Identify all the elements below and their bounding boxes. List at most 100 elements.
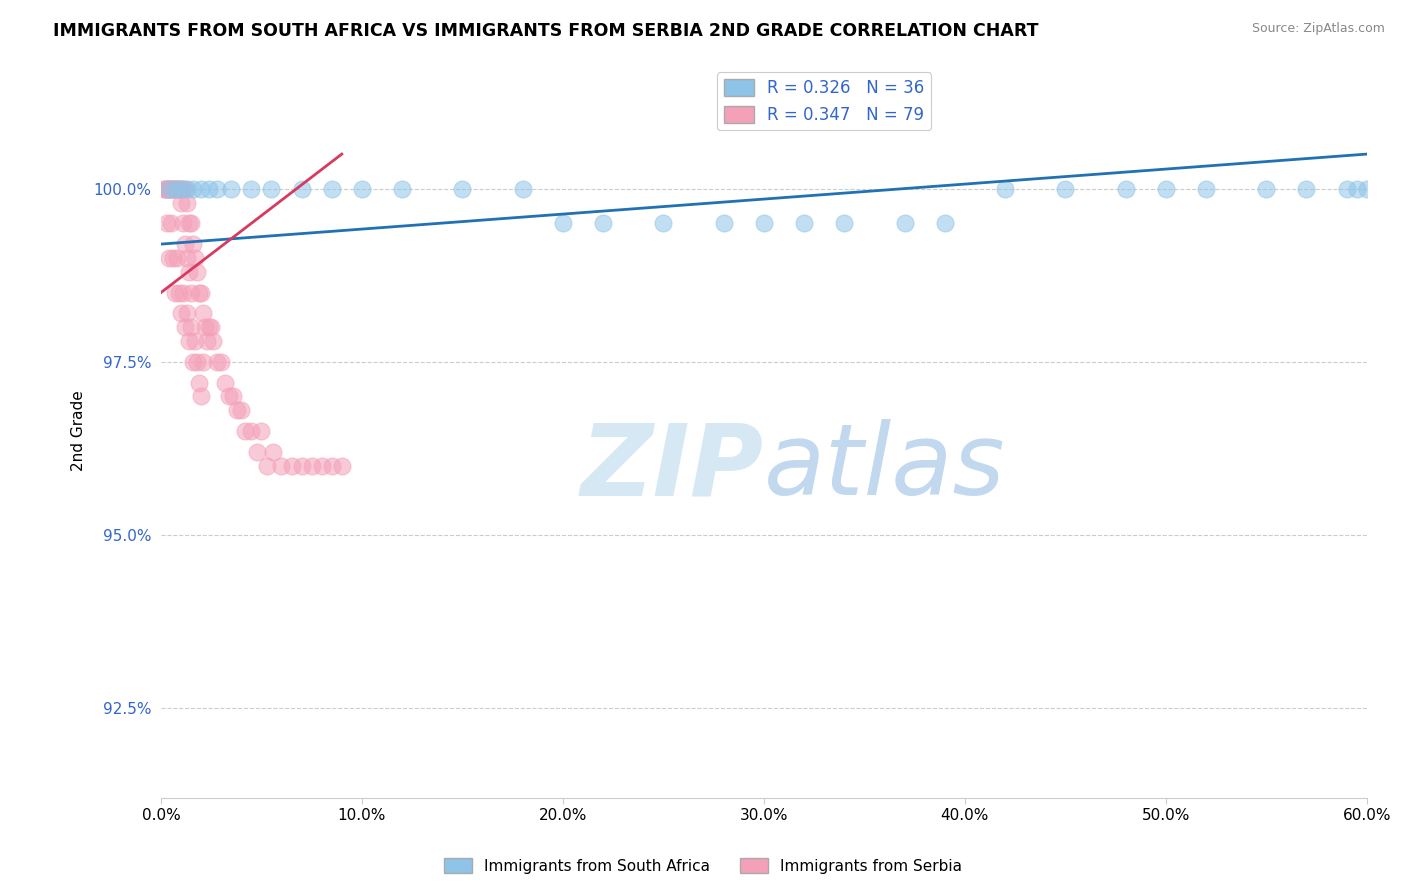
Point (832, 216, 855, 230)
Point (169, 182, 191, 196)
Point (291, 182, 314, 196)
Point (1256, 182, 1278, 196)
Point (176, 195, 198, 210)
Point (793, 216, 815, 230)
Point (280, 458, 302, 473)
Point (156, 216, 179, 230)
Point (157, 251, 180, 265)
Point (195, 334, 218, 348)
Point (180, 216, 202, 230)
Point (157, 182, 180, 196)
Point (246, 445, 269, 459)
Point (190, 389, 212, 403)
Point (167, 182, 190, 196)
Point (157, 182, 180, 196)
Point (172, 182, 194, 196)
Point (451, 182, 474, 196)
Point (226, 403, 249, 417)
Point (191, 355, 214, 369)
Point (209, 355, 232, 369)
Point (163, 182, 186, 196)
Point (551, 216, 574, 230)
Point (205, 355, 228, 369)
Point (198, 320, 221, 334)
Point (222, 389, 245, 403)
Point (330, 458, 353, 473)
Point (163, 182, 186, 196)
Point (188, 285, 211, 300)
Point (1154, 182, 1177, 196)
Point (219, 182, 242, 196)
Point (181, 182, 204, 196)
Point (174, 320, 197, 334)
Point (176, 182, 198, 196)
Point (301, 458, 323, 473)
Point (218, 389, 240, 403)
Point (160, 216, 183, 230)
Point (186, 265, 208, 279)
Point (160, 182, 183, 196)
Point (172, 285, 194, 300)
Point (190, 182, 212, 196)
Point (194, 320, 217, 334)
Point (256, 458, 278, 473)
Point (166, 251, 188, 265)
Point (167, 182, 190, 196)
Point (592, 216, 614, 230)
Point (240, 424, 263, 438)
Point (170, 306, 193, 320)
Point (174, 182, 197, 196)
Point (177, 216, 200, 230)
Point (1195, 182, 1218, 196)
Point (190, 285, 212, 300)
Point (214, 376, 236, 390)
Point (713, 216, 735, 230)
Point (186, 355, 208, 369)
Point (159, 182, 181, 196)
Point (170, 195, 193, 210)
Point (262, 445, 284, 459)
Point (200, 320, 222, 334)
Text: IMMIGRANTS FROM SOUTH AFRICA VS IMMIGRANTS FROM SERBIA 2ND GRADE CORRELATION CHA: IMMIGRANTS FROM SOUTH AFRICA VS IMMIGRAN… (53, 22, 1039, 40)
Point (512, 182, 534, 196)
Point (166, 182, 188, 196)
Point (231, 403, 253, 417)
Text: atlas: atlas (763, 419, 1005, 516)
Point (153, 182, 176, 196)
Point (176, 306, 198, 320)
Point (181, 355, 204, 369)
Point (188, 376, 211, 390)
Point (163, 182, 186, 196)
Point (172, 216, 194, 230)
Point (176, 251, 198, 265)
Point (934, 216, 956, 230)
Point (1336, 182, 1358, 196)
Point (162, 251, 184, 265)
Point (202, 334, 225, 348)
Point (205, 182, 228, 196)
Point (893, 216, 915, 230)
Y-axis label: 2nd Grade: 2nd Grade (72, 391, 86, 472)
Point (170, 182, 193, 196)
Point (652, 216, 675, 230)
Point (165, 182, 187, 196)
Point (391, 182, 413, 196)
Point (156, 182, 179, 196)
Legend: Immigrants from South Africa, Immigrants from Serbia: Immigrants from South Africa, Immigrants… (437, 852, 969, 880)
Point (1355, 182, 1378, 196)
Point (160, 182, 183, 196)
Point (350, 182, 373, 196)
Point (994, 182, 1017, 196)
Point (163, 285, 186, 300)
Point (184, 251, 207, 265)
Point (170, 182, 193, 196)
Point (1054, 182, 1077, 196)
Point (1346, 182, 1368, 196)
Point (198, 182, 221, 196)
Point (180, 285, 202, 300)
Point (1115, 182, 1137, 196)
Point (311, 458, 333, 473)
Point (162, 182, 184, 196)
Point (321, 182, 343, 196)
Point (180, 320, 202, 334)
